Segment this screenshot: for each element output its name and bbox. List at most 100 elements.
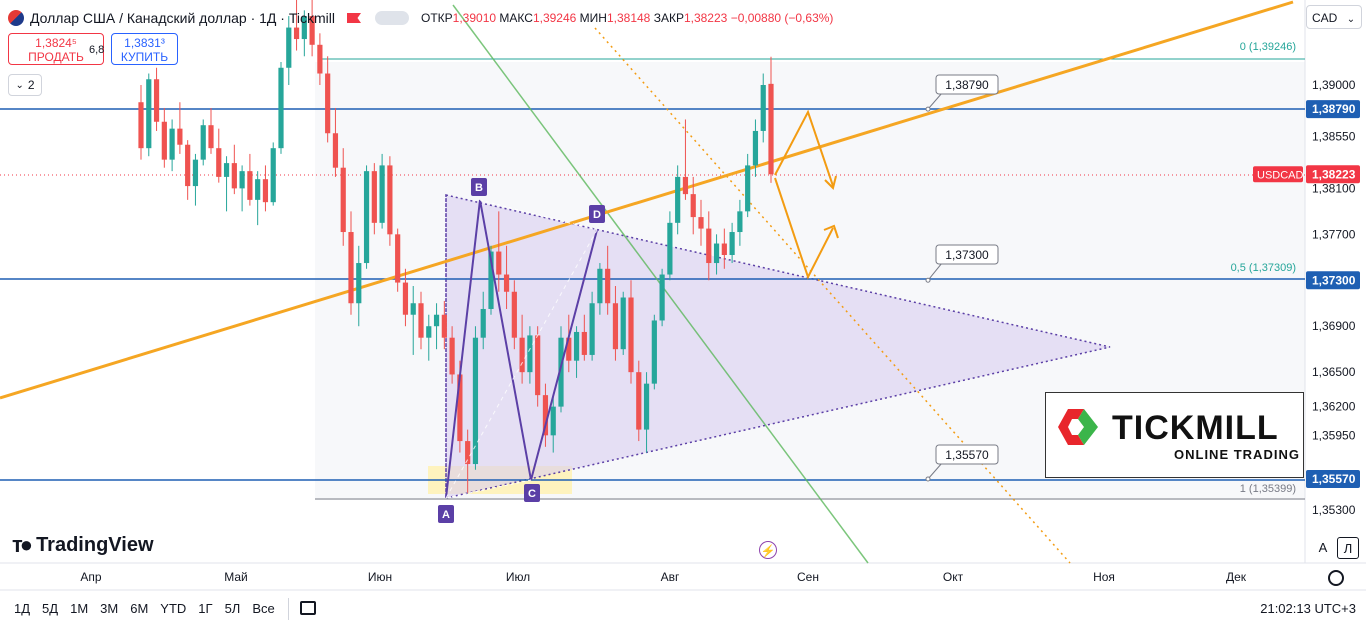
symbol-badge-label: USDCAD	[1257, 169, 1304, 181]
tickmill-name: TICKMILL	[1112, 409, 1279, 447]
candle-body-45	[488, 251, 494, 309]
candle-body-47	[503, 274, 510, 292]
price-axis[interactable]: 1,39000 1,38550 1,38100 1,37700 1,36900 1,365…	[1253, 78, 1360, 517]
callout-pointer-1	[927, 262, 943, 281]
level-callout-text-1: 1,37300	[945, 248, 989, 262]
symbol-title[interactable]: Доллар США / Канадский доллар · 1Д · Tic…	[30, 10, 335, 26]
candle-body-64	[636, 372, 642, 430]
lightning-icon[interactable]: ⚡	[759, 541, 777, 559]
sell-price: 1,3824⁵	[35, 36, 77, 50]
log-scale-button[interactable]: Л	[1337, 537, 1359, 559]
range-button-0[interactable]: 1Д	[14, 601, 31, 616]
chevron-down-icon: ⌄	[1346, 14, 1356, 25]
abcd-point-D	[589, 205, 605, 223]
symbol-header[interactable]: Доллар США / Канадский доллар · 1Д · Tic…	[8, 8, 833, 28]
tickmill-logo: TICKMILL ONLINE TRADING	[1045, 392, 1304, 478]
candle-body-8	[200, 125, 206, 160]
low-value: 1,38148	[606, 11, 651, 25]
projection-up	[774, 109, 834, 187]
close-value: 1,38223	[683, 11, 728, 25]
abcd-point-C	[524, 484, 540, 502]
candle-body-1	[146, 79, 152, 149]
level-callout-2[interactable]	[935, 444, 999, 465]
callout-anchor-2	[925, 476, 931, 482]
candle-body-75	[721, 243, 727, 255]
currency-select[interactable]: CAD ⌄	[1306, 5, 1362, 29]
change-value: −0,00880 (−0,63%)	[730, 11, 834, 25]
candle-body-33	[395, 234, 401, 283]
candle-body-15	[255, 179, 261, 200]
indicators-toggle[interactable]: ⌄ 2	[8, 74, 42, 96]
candle-body-63	[628, 297, 634, 373]
y-tick-label-3: 1,37700	[1312, 227, 1356, 241]
level-axis-label-0: 1,38790	[1312, 102, 1356, 116]
candle-body-53	[550, 406, 556, 436]
candle-body-48	[511, 291, 517, 338]
candle-body-7	[192, 159, 199, 187]
calendar-icon[interactable]	[300, 601, 316, 615]
candle-body-10	[216, 148, 222, 177]
spread-value: 6,8	[89, 44, 105, 56]
y-tick-label-6: 1,36200	[1312, 400, 1356, 414]
level-callout-0[interactable]	[935, 74, 999, 95]
range-button-1[interactable]: 5Д	[42, 601, 59, 616]
alert-flag-icon[interactable]	[347, 13, 361, 23]
range-button-7[interactable]: 5Л	[224, 601, 241, 616]
candle-body-3	[161, 121, 167, 160]
candle-body-14	[247, 171, 253, 200]
candle-body-40	[449, 337, 455, 375]
candle-body-11	[223, 163, 230, 177]
candle-body-54	[558, 337, 564, 407]
buy-button[interactable]: 1,3831³ КУПИТЬ	[111, 33, 178, 65]
range-button-8[interactable]: Все	[252, 601, 275, 616]
candle-body-2	[153, 79, 160, 122]
candle-body-57	[581, 331, 587, 355]
auto-scale-button[interactable]: A	[1318, 540, 1328, 555]
candle-body-24	[325, 73, 331, 134]
range-button-3[interactable]: 3М	[100, 601, 119, 616]
abcd-label-C: C	[528, 488, 536, 500]
indicators-count: 2	[27, 78, 35, 92]
level-callout-1[interactable]	[935, 244, 999, 265]
candle-body-69	[675, 176, 681, 223]
range-selector[interactable]: 1Д 5Д 1М 3М 6М YTD 1Г 5Л Все	[14, 601, 275, 616]
tickmill-mark-icon	[1058, 409, 1098, 445]
range-button-2[interactable]: 1М	[70, 601, 89, 616]
range-button-5[interactable]: YTD	[160, 601, 187, 616]
candle-body-46	[496, 251, 502, 275]
sell-label: ПРОДАТЬ	[28, 50, 84, 64]
tickmill-subtitle: ONLINE TRADING	[1174, 447, 1300, 462]
candle-body-42	[465, 441, 471, 465]
candle-body-44	[480, 308, 486, 338]
candle-body-38	[433, 314, 440, 327]
tradingview-logo[interactable]: ᴛ● TradingView	[12, 532, 154, 558]
sell-button[interactable]: 1,3824⁵ ПРОДАТЬ	[8, 33, 104, 65]
candle-body-39	[441, 314, 447, 338]
y-tick-label-2: 1,38100	[1312, 181, 1356, 195]
y-tick-label-5: 1,36500	[1312, 365, 1356, 379]
time-axis[interactable]: Апр Май Июн Июл Авг Сен Окт Ноя Дек	[80, 570, 1246, 584]
callout-pointer-0	[927, 92, 943, 110]
candle-body-65	[643, 383, 650, 430]
candle-body-9	[208, 125, 214, 149]
usd-cad-flag-icon	[8, 10, 24, 26]
current-price-label: 1,38223	[1312, 167, 1356, 181]
candle-body-68	[667, 222, 673, 275]
candle-body-81	[768, 83, 774, 175]
candle-body-43	[472, 337, 479, 465]
ohlc-values: ОТКР1,39010 МАКС1,39246 МИН1,38148 ЗАКР1…	[421, 11, 834, 25]
candle-body-19	[286, 27, 292, 68]
range-button-4[interactable]: 6М	[130, 601, 149, 616]
level-callout-text-2: 1,35570	[945, 448, 989, 462]
x-month-label-8: Дек	[1226, 570, 1247, 584]
tradingview-mark-icon: ᴛ●	[12, 532, 33, 557]
range-button-6[interactable]: 1Г	[198, 601, 213, 616]
visibility-toggle[interactable]	[375, 11, 409, 25]
y-tick-label-1: 1,38550	[1312, 130, 1356, 144]
candle-body-73	[706, 228, 712, 264]
gear-icon[interactable]	[1328, 570, 1344, 586]
current-price-badge	[1306, 165, 1360, 184]
candle-body-17	[270, 148, 276, 203]
candle-body-66	[651, 320, 657, 384]
